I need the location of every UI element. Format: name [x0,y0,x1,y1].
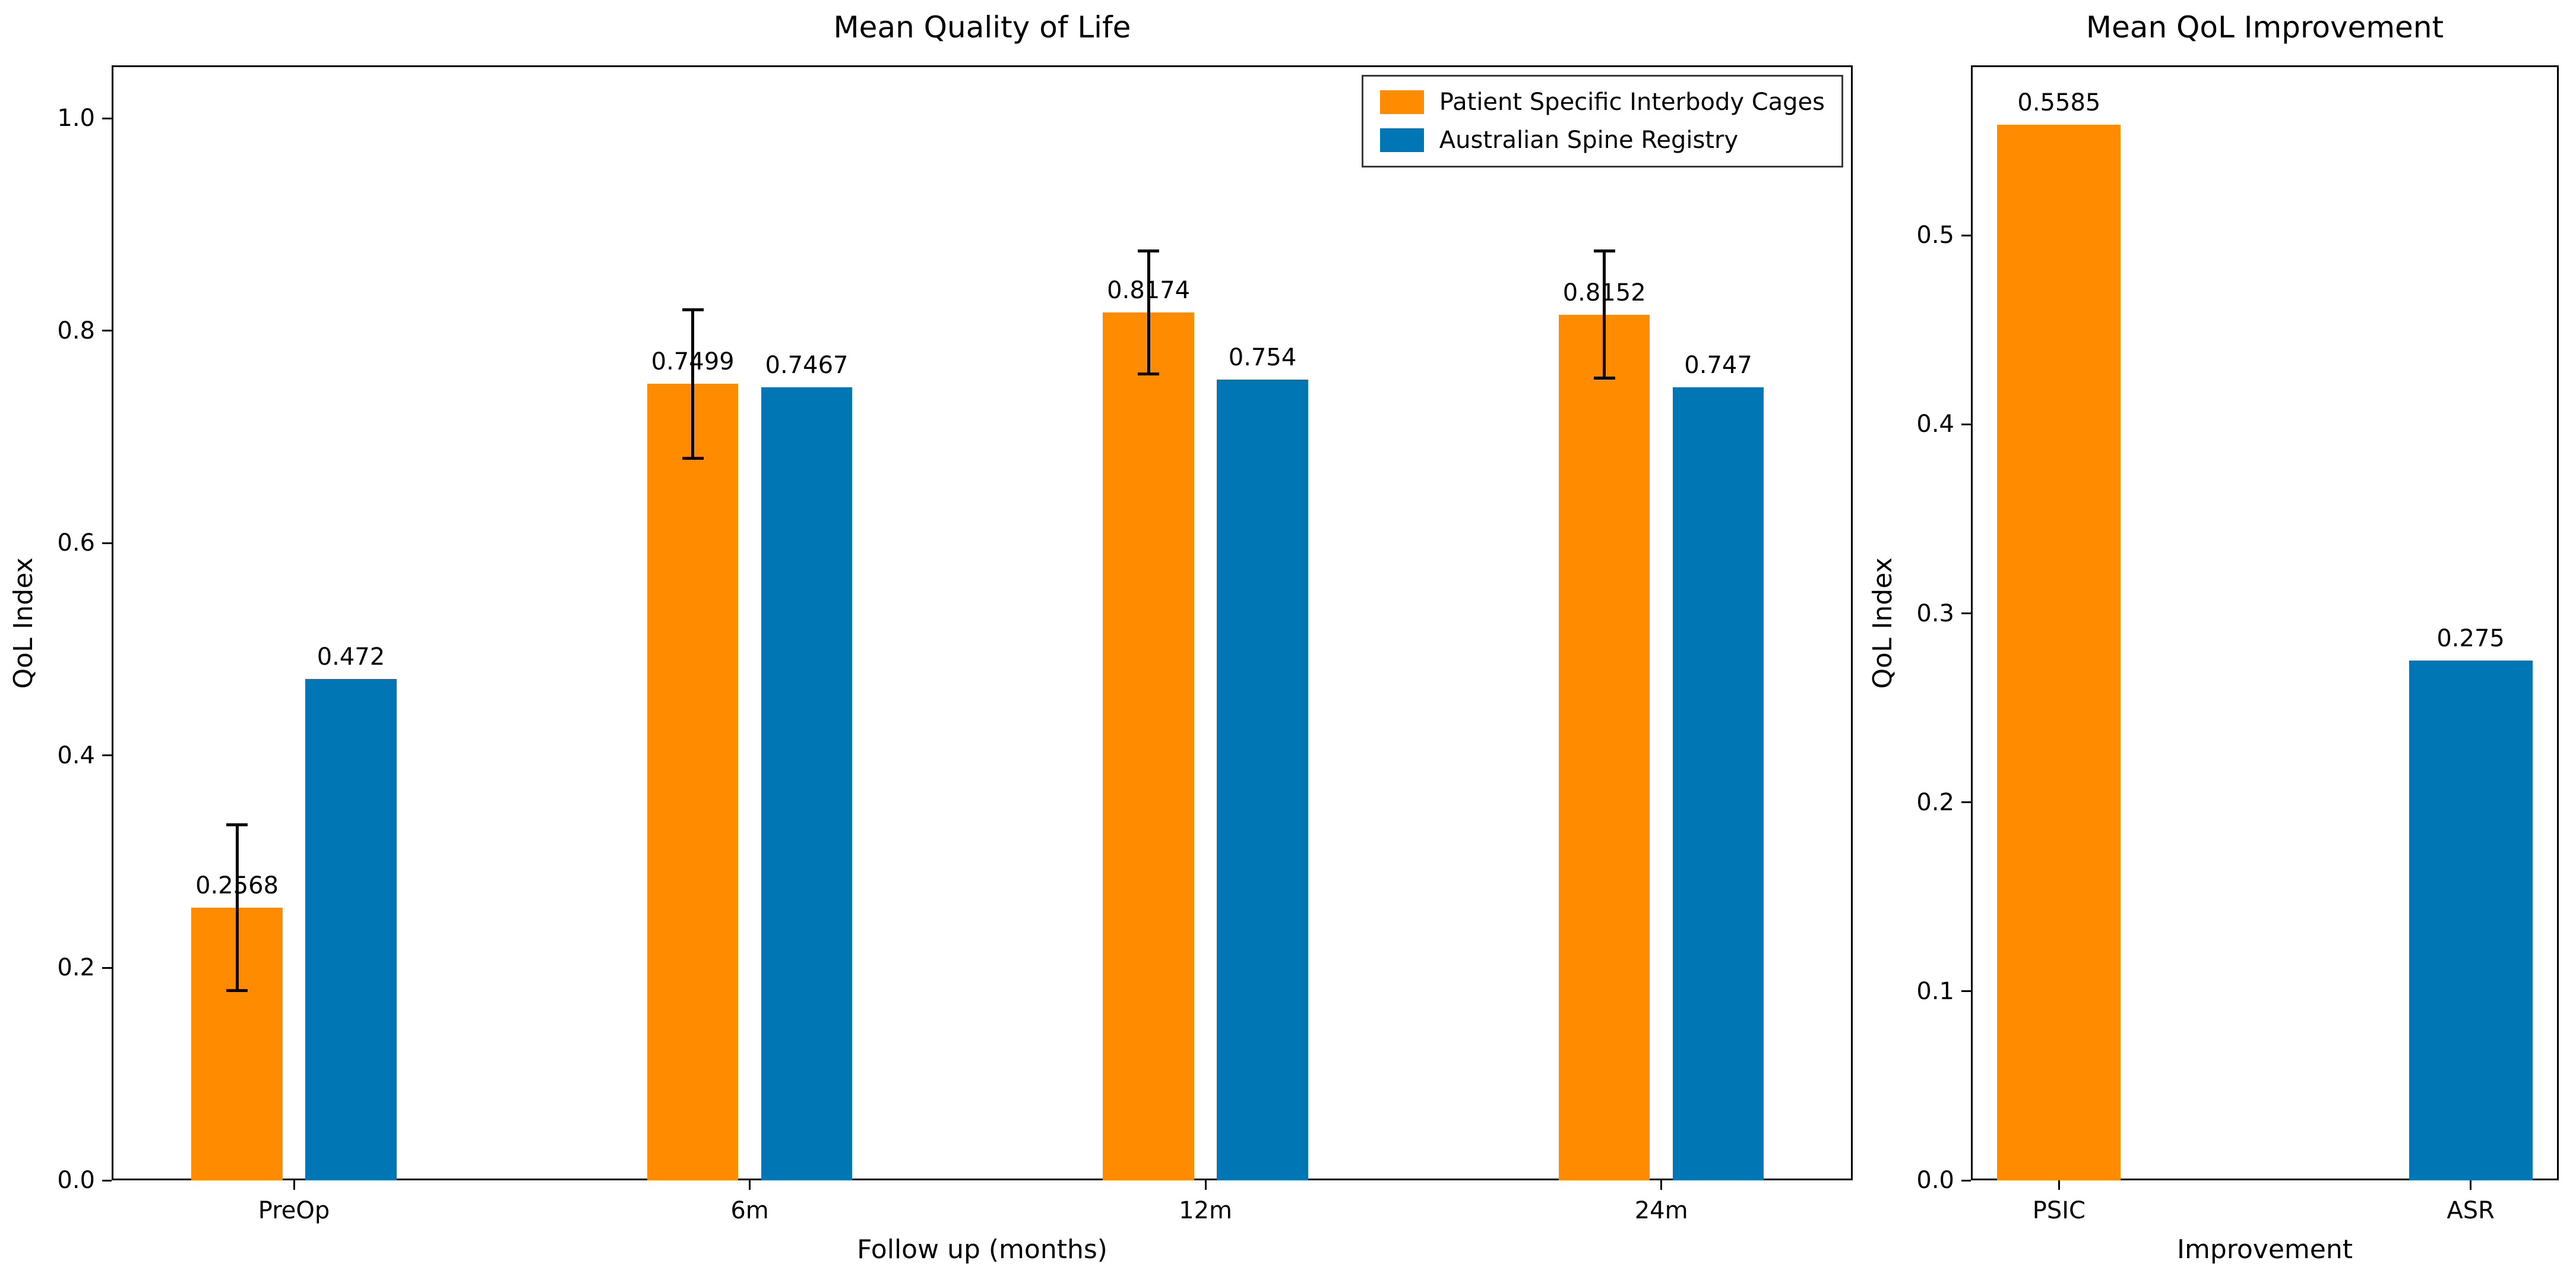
qol-bar-12m-s1 [1217,380,1308,1180]
error-bar-cap [226,988,248,992]
qol-x-tick [749,1180,751,1190]
error-bar-cap [682,308,704,311]
improvement-y-tick [1961,612,1971,615]
qol-y-tick-label: 0.0 [57,1167,95,1194]
qol-y-tick-label: 1.0 [57,105,95,132]
bar-value-label: 0.754 [1228,344,1297,372]
bar-value-label: 0.5585 [2017,89,2101,117]
improvement-y-tick [1961,234,1971,236]
error-bar-cap [1593,249,1615,252]
error-bar-line [1603,251,1606,378]
bar-value-label: 0.8174 [1107,276,1191,304]
qol-x-tick-label: 6m [730,1197,769,1224]
improvement-y-tick-label: 0.4 [1916,410,1954,438]
qol-x-tick-label: 12m [1179,1197,1233,1224]
legend-label: Patient Specific Interbody Cages [1439,89,1825,116]
legend: Patient Specific Interbody Cages Australi… [1361,75,1843,168]
legend-swatch-blue [1379,128,1424,152]
qol-y-tick [102,1179,112,1182]
legend-label: Australian Spine Registry [1439,127,1739,154]
bar-value-label: 0.275 [2436,625,2505,653]
improvement-chart-title: Mean QoL Improvement [2086,10,2444,45]
improvement-bar-PSIC-s0 [1997,125,2121,1180]
qol-bar-24m-s0 [1558,314,1650,1180]
qol-y-tick-label: 0.2 [57,954,95,982]
improvement-y-tick-label: 0.0 [1916,1167,1954,1194]
improvement-y-tick [1961,990,1971,993]
qol-bar-6m-s0 [647,384,739,1180]
bar-value-label: 0.7467 [765,352,849,380]
improvement-x-tick-label: ASR [2447,1197,2495,1224]
error-bar-cap [1138,249,1160,252]
improvement-y-tick [1961,1179,1971,1182]
qol-y-tick [102,966,112,969]
qol-y-tick-label: 0.8 [57,317,95,345]
improvement-y-tick-label: 0.5 [1916,222,1954,249]
legend-swatch-orange [1379,90,1424,114]
error-bar-cap [226,823,248,826]
legend-row: Australian Spine Registry [1379,127,1825,154]
bar-value-label: 0.747 [1684,351,1752,379]
error-bar-line [235,825,239,991]
qol-x-tick [1660,1180,1663,1190]
improvement-x-tick-label: PSIC [2032,1197,2086,1224]
qol-y-tick-label: 0.6 [57,529,95,557]
qol-bar-6m-s1 [761,387,853,1180]
improvement-y-tick-label: 0.3 [1916,599,1954,627]
improvement-y-tick [1961,801,1971,804]
qol-bar-24m-s1 [1672,387,1764,1180]
error-bar-line [1147,251,1150,374]
qol-x-tick [293,1180,295,1190]
bar-value-label: 0.2568 [195,871,279,899]
qol-y-tick [102,754,112,757]
improvement-x-tick [2470,1180,2472,1190]
qol-y-tick [102,117,112,119]
improvement-y-tick-label: 0.1 [1916,977,1954,1005]
bar-value-label: 0.8152 [1562,279,1646,307]
qol-bar-PreOp-s1 [305,679,397,1180]
qol-y-tick [102,542,112,544]
legend-row: Patient Specific Interbody Cages [1379,89,1825,116]
improvement-x-axis-label: Improvement [2177,1234,2353,1265]
error-bar-cap [1138,372,1160,375]
bar-value-label: 0.472 [317,643,385,671]
qol-x-tick [1204,1180,1207,1190]
error-bar-cap [682,457,704,460]
qol-x-axis-label: Follow up (months) [857,1234,1107,1265]
qol-y-tick [102,330,112,332]
improvement-bar-ASR-s0 [2409,661,2533,1180]
improvement-x-tick [2058,1180,2060,1190]
improvement-y-tick [1961,423,1971,425]
error-bar-cap [1593,377,1615,380]
qol-x-tick-label: PreOp [258,1197,330,1224]
bar-value-label: 0.7499 [651,348,735,376]
qol-bar-12m-s0 [1103,312,1194,1180]
error-bar-line [691,309,695,459]
qol-chart-title: Mean Quality of Life [833,10,1131,45]
qol-y-tick-label: 0.4 [57,741,95,769]
improvement-y-tick-label: 0.2 [1916,788,1954,816]
qol-x-tick-label: 24m [1634,1197,1688,1224]
